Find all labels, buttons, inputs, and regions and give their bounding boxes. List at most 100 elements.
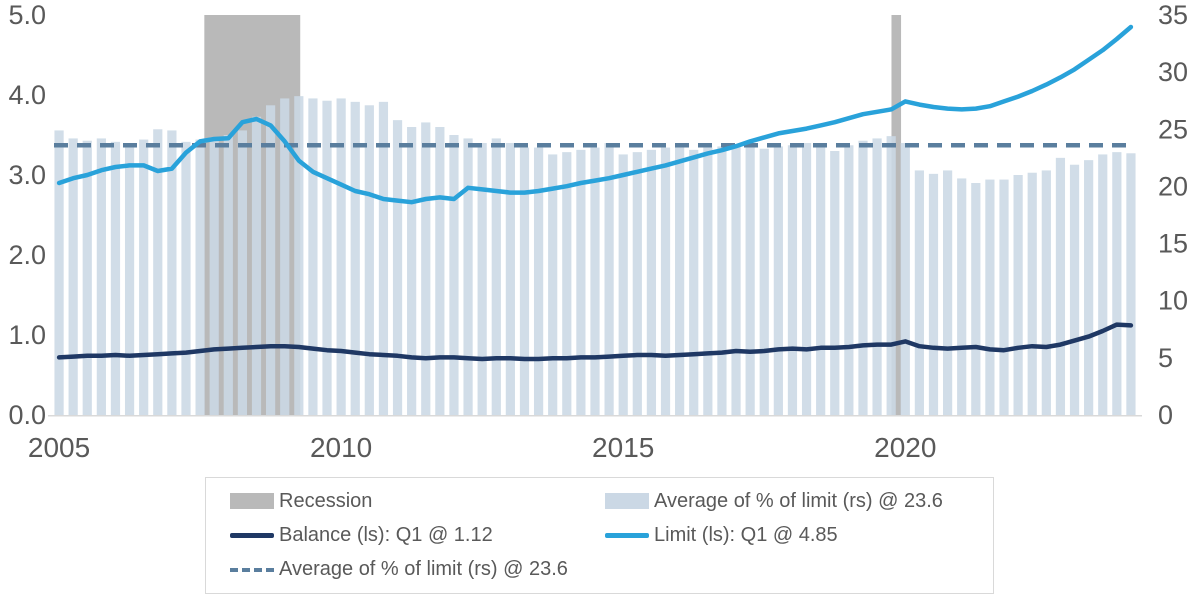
bar-2007Q4 [209,137,219,416]
y-axis-left-tick: 0.0 [8,400,46,430]
bar-2015Q1 [618,154,628,415]
bar-2018Q1 [787,145,798,416]
bar-2009Q2 [294,96,304,416]
bar-2011Q2 [407,127,417,415]
bar-2024Q1 [1126,153,1136,416]
bar-2011Q4 [435,127,445,415]
y-axis-left-tick: 5.0 [8,0,46,30]
bar-2009Q3 [308,98,318,415]
bar-2017Q4 [773,146,783,415]
bar-2022Q3 [1041,170,1051,415]
bar-2022Q2 [1027,172,1037,415]
bar-2010Q3 [364,105,374,416]
bar-2007Q3 [195,139,205,416]
x-axis-tick: 2015 [592,432,654,463]
y-axis-right-tick: 35 [1158,0,1188,30]
bar-2008Q4 [266,105,276,416]
y-axis-right-tick: 5 [1158,343,1173,373]
bar-2014Q3 [590,147,600,416]
bar-2017Q2 [745,145,755,416]
legend-label: Balance (ls): Q1 @ 1.12 [279,523,493,546]
bar-2019Q4 [886,136,896,415]
legend: Recession Average of % of limit (rs) @ 2… [205,477,994,594]
bar-2009Q1 [280,98,290,415]
bar-2021Q3 [985,179,995,415]
recession-band [891,15,902,415]
bar-2015Q2 [632,152,642,415]
bar-2010Q1 [336,98,346,415]
bar-2017Q3 [759,148,769,415]
y-axis-right-tick: 25 [1158,114,1188,144]
bar-2023Q4 [1112,152,1122,415]
bar-2010Q4 [378,101,389,415]
bar-2020Q3 [928,173,939,415]
bar-2013Q4 [548,154,558,415]
bar-2016Q2 [689,149,699,415]
bar-2020Q1 [900,143,910,415]
bar-2012Q4 [491,138,501,415]
bar-2008Q1 [223,135,233,415]
bar-2010Q2 [350,101,360,415]
bar-2020Q2 [914,170,924,415]
legend-item-bars: Average of % of limit (rs) @ 23.6 [605,484,985,518]
bar-2009Q4 [322,100,332,415]
legend-item-limit: Limit (ls): Q1 @ 4.85 [605,518,985,552]
bar-2023Q1 [1069,164,1080,415]
bar-2013Q3 [533,147,544,416]
bar-2017Q1 [731,146,741,415]
bar-2006Q2 [124,143,135,415]
bar-2005Q4 [96,138,106,415]
bar-2014Q4 [604,143,614,415]
bar-2019Q1 [844,145,854,416]
bar-2011Q1 [392,120,403,416]
y-axis-left-tick: 2.0 [8,240,46,270]
x-axis-tick: 2005 [28,432,90,463]
legend-label: Average of % of limit (rs) @ 23.6 [654,489,943,512]
bar-2018Q2 [801,143,812,415]
bar-2022Q4 [1055,157,1066,415]
legend-item-average: Average of % of limit (rs) @ 23.6 [230,553,605,587]
y-axis-right-tick: 20 [1158,171,1188,201]
y-axis-left-tick: 1.0 [8,320,46,350]
x-axis-tick: 2020 [874,432,936,463]
bar-2008Q2 [237,130,248,415]
bar-2016Q3 [703,147,713,416]
y-axis-right-tick: 30 [1158,57,1188,87]
bar-2005Q2 [68,138,78,415]
bar-2006Q1 [110,141,121,415]
y-axis-right-tick: 0 [1158,400,1173,430]
legend-item-balance: Balance (ls): Q1 @ 1.12 [230,518,605,552]
bar-2005Q1 [54,130,64,415]
bar-2007Q2 [181,141,191,415]
bar-2006Q3 [139,139,149,416]
bar-2016Q1 [675,143,685,415]
bar-2023Q2 [1084,160,1094,415]
x-axis-tick: 2010 [310,432,372,463]
bar-2016Q4 [717,146,727,415]
y-axis-left-tick: 3.0 [8,160,46,190]
y-axis-right-tick: 15 [1158,229,1188,259]
bar-2011Q3 [421,122,431,415]
bar-2019Q2 [858,140,868,415]
bar-2018Q4 [830,151,840,415]
recession-swatch-icon [230,493,274,510]
y-axis-right-tick: 10 [1158,286,1188,316]
bar-swatch-icon [605,493,649,510]
bar-2012Q1 [449,135,459,415]
bar-2018Q3 [816,146,826,415]
legend-item-recession: Recession [230,484,605,518]
limit-line [56,24,1134,205]
bar-2013Q2 [519,147,530,416]
bar-2005Q3 [82,140,92,415]
balance-line-swatch-icon [230,532,274,538]
average-dashed-swatch-icon [230,567,274,572]
limit-line-swatch-icon [605,532,649,538]
bar-2019Q3 [872,138,882,415]
bar-2013Q1 [505,143,515,415]
bar-2021Q1 [957,178,967,415]
bar-2006Q4 [153,129,163,416]
bar-2007Q1 [167,130,177,415]
bar-2012Q2 [463,138,473,415]
bar-2015Q4 [660,147,671,416]
